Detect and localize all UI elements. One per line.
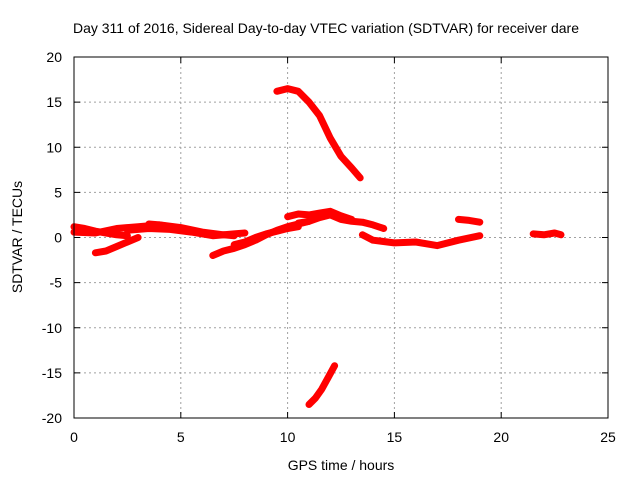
y-tick-label: -15	[42, 365, 62, 381]
x-tick-label: 25	[600, 429, 616, 445]
y-axis-title: SDTVAR / TECUs	[9, 181, 25, 293]
y-tick-label: 0	[54, 230, 62, 246]
series-line-trace-14	[529, 229, 565, 239]
y-tick-label: -5	[50, 275, 63, 291]
x-tick-label: 20	[493, 429, 509, 445]
x-axis-title: GPS time / hours	[288, 457, 395, 473]
grid	[74, 57, 608, 418]
x-tick-label: 10	[280, 429, 296, 445]
y-tick-label: 5	[54, 184, 62, 200]
plot-frame	[73, 56, 609, 419]
chart-title: Day 311 of 2016, Sidereal Day-to-day VTE…	[73, 20, 579, 36]
data-series	[70, 85, 565, 408]
series-line-trace-7	[230, 223, 302, 249]
series-line-trace-5	[145, 220, 195, 234]
series-line-trace-12	[305, 362, 339, 408]
x-tick-label: 15	[387, 429, 403, 445]
y-tick-label: 10	[46, 139, 62, 155]
series-line-trace-3	[91, 234, 142, 257]
y-tick-label: -20	[42, 410, 62, 426]
series-line-trace-10	[358, 231, 484, 250]
y-tick-labels: -20 -15 -10 -5 0 5 10 15 20	[42, 49, 62, 426]
x-tick-labels: 0 5 10 15 20 25	[70, 429, 616, 445]
y-tick-label: 15	[46, 94, 62, 110]
series-line-trace-9	[294, 211, 388, 232]
y-tick-label: 20	[46, 49, 62, 65]
series-line-trace-11	[273, 85, 364, 182]
y-tick-label: -10	[42, 320, 62, 336]
x-tick-label: 0	[70, 429, 78, 445]
x-tick-label: 5	[177, 429, 185, 445]
series-line-trace-13	[455, 215, 484, 226]
